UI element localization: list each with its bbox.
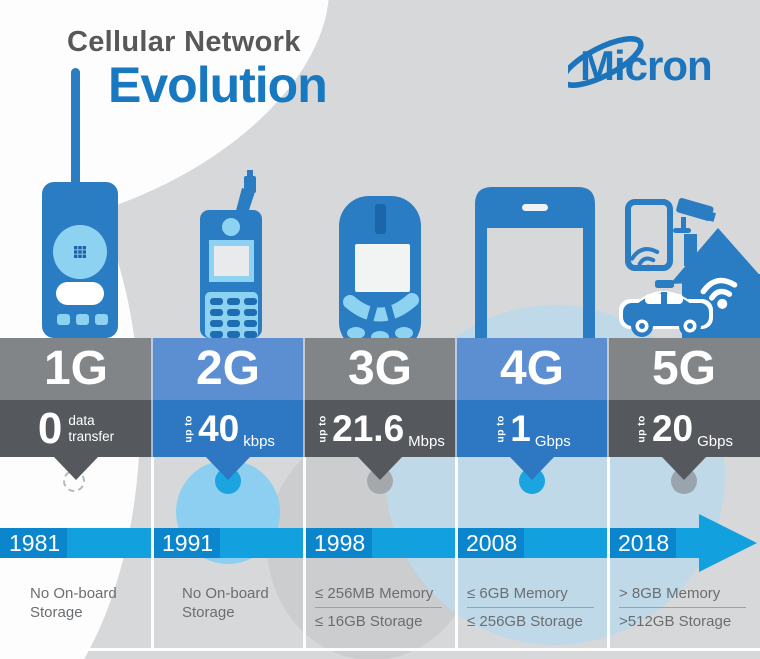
timeline-arrow-icon bbox=[699, 514, 757, 572]
generation-label: 4G bbox=[499, 342, 565, 395]
generation-band: 1G 2G 3G 4G 5G bbox=[0, 338, 760, 400]
speed-unit: data transfer bbox=[68, 413, 115, 444]
speed-1g: 0 data transfer bbox=[0, 400, 152, 457]
page-title-line2: Evolution bbox=[108, 57, 328, 113]
security-camera-icon bbox=[673, 198, 716, 233]
speed-3g: up to 21.6 Mbps bbox=[304, 400, 456, 457]
wifi-icon bbox=[700, 277, 738, 309]
speed-5g: up to 20 Gbps bbox=[608, 400, 760, 457]
up-to-label: up to bbox=[494, 414, 507, 443]
up-to-label: up to bbox=[182, 414, 195, 443]
keypad-icon bbox=[210, 298, 257, 338]
speed-value: 20 bbox=[651, 408, 694, 449]
storage-info-2g: No On-board Storage bbox=[182, 585, 269, 621]
iot-devices-icon bbox=[619, 198, 760, 338]
timeline-year-1998: 1998 bbox=[305, 528, 372, 558]
column-divider bbox=[303, 457, 306, 651]
connected-car-icon bbox=[619, 247, 713, 337]
generation-band-4g: 4G bbox=[456, 338, 608, 400]
timeline-year-1981: 1981 bbox=[0, 528, 67, 558]
speed-unit: Gbps bbox=[534, 433, 571, 450]
up-to-label: up to bbox=[635, 414, 648, 443]
brand-name: Micron bbox=[580, 42, 712, 89]
storage-info-4g: ≤ 6GB Memory ≤ 256GB Storage bbox=[456, 560, 608, 648]
generation-band-1g: 1G bbox=[0, 338, 152, 400]
column-divider bbox=[607, 338, 609, 457]
column-divider bbox=[151, 338, 153, 457]
generation-label: 3G bbox=[347, 342, 413, 395]
speed-value: 0 bbox=[37, 403, 63, 453]
generation-label: 2G bbox=[195, 342, 261, 395]
bottom-divider bbox=[0, 648, 760, 651]
speed-value: 21.6 bbox=[332, 408, 405, 449]
pointer-notch-5g bbox=[662, 457, 706, 480]
generation-band-3g: 3G bbox=[304, 338, 456, 400]
speed-2g: up to 40 kbps bbox=[152, 400, 304, 457]
speaker-grid-icon bbox=[74, 246, 86, 258]
generation-band-2g: 2G bbox=[152, 338, 304, 400]
page-title-line1: Cellular Network bbox=[67, 26, 301, 58]
generation-label: 1G bbox=[43, 342, 109, 395]
speed-unit: kbps bbox=[243, 433, 275, 450]
column-divider bbox=[455, 338, 457, 457]
storage-info-3g: ≤ 256MB Memory ≤ 16GB Storage bbox=[304, 560, 456, 648]
logo-orbit-icon bbox=[568, 36, 644, 88]
pointer-notch-4g bbox=[510, 457, 554, 480]
generation-band-5g: 5G bbox=[608, 338, 760, 400]
speed-value: 1 bbox=[510, 408, 531, 449]
early-mobile-phone-icon bbox=[339, 196, 421, 338]
candybar-phone-icon bbox=[200, 170, 262, 338]
speed-unit: Gbps bbox=[697, 433, 733, 450]
column-divider bbox=[151, 457, 154, 651]
brick-phone-icon bbox=[42, 68, 118, 338]
speed-band: 0 data transfer up to 40 kbps up to 21.6… bbox=[0, 400, 760, 457]
column-divider bbox=[455, 457, 458, 651]
smartphone-icon bbox=[475, 187, 595, 338]
pointer-notch-3g bbox=[358, 457, 402, 480]
storage-info-5g: > 8GB Memory >512GB Storage bbox=[608, 560, 760, 648]
speed-value: 40 bbox=[198, 408, 240, 449]
pointer-notch-1g bbox=[54, 457, 98, 480]
timeline-year-1991: 1991 bbox=[153, 528, 220, 558]
column-divider bbox=[303, 338, 305, 457]
speed-4g: up to 1 Gbps bbox=[456, 400, 608, 457]
timeline-year-2018: 2018 bbox=[609, 528, 676, 558]
timeline-year-2008: 2008 bbox=[457, 528, 524, 558]
pointer-notch-2g bbox=[206, 457, 250, 480]
up-to-label: up to bbox=[316, 414, 329, 443]
speaker-slot-icon bbox=[522, 204, 548, 211]
storage-info-1g: No On-board Storage bbox=[30, 585, 117, 621]
micron-logo: Micron bbox=[568, 36, 713, 89]
column-divider bbox=[607, 457, 610, 651]
generation-label: 5G bbox=[651, 342, 717, 395]
speed-unit: Mbps bbox=[408, 433, 445, 450]
car-wifi-icon bbox=[630, 247, 660, 272]
